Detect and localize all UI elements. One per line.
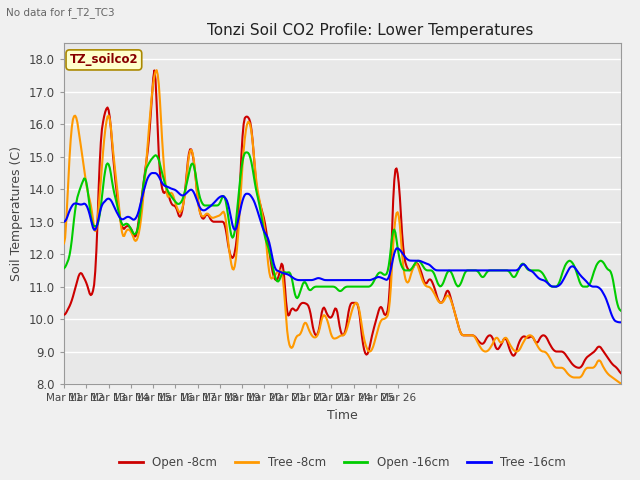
Title: Tonzi Soil CO2 Profile: Lower Temperatures: Tonzi Soil CO2 Profile: Lower Temperatur… (207, 23, 533, 38)
Y-axis label: Soil Temperatures (C): Soil Temperatures (C) (10, 146, 23, 281)
Text: No data for f_T2_TC3: No data for f_T2_TC3 (6, 7, 115, 18)
Text: TZ_soilco2: TZ_soilco2 (70, 53, 138, 66)
X-axis label: Time: Time (327, 408, 358, 421)
Legend: Open -8cm, Tree -8cm, Open -16cm, Tree -16cm: Open -8cm, Tree -8cm, Open -16cm, Tree -… (115, 451, 570, 474)
